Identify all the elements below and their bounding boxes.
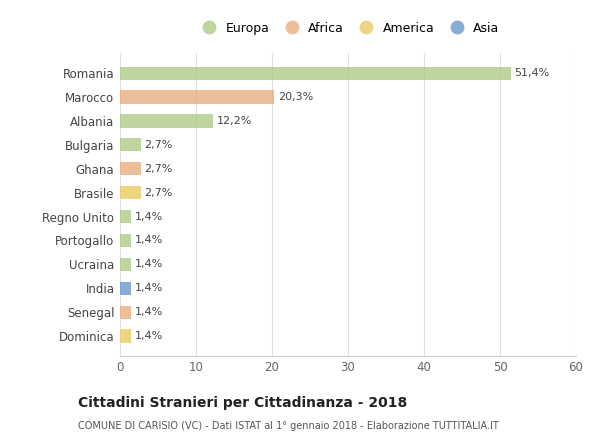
Text: 20,3%: 20,3% (278, 92, 313, 102)
Bar (120, 305, 131, 319)
Bar (120, 138, 140, 151)
Bar (120, 234, 131, 247)
Bar (120, 162, 140, 175)
Bar (120, 66, 511, 80)
Text: Cittadini Stranieri per Cittadinanza - 2018: Cittadini Stranieri per Cittadinanza - 2… (78, 396, 407, 410)
Bar (120, 91, 274, 104)
Text: 2,7%: 2,7% (145, 140, 173, 150)
Bar (120, 282, 131, 295)
Text: 12,2%: 12,2% (217, 116, 252, 126)
Text: 1,4%: 1,4% (134, 283, 163, 293)
Bar (120, 258, 131, 271)
Bar (120, 330, 131, 343)
Text: 1,4%: 1,4% (134, 235, 163, 246)
Text: 1,4%: 1,4% (134, 212, 163, 222)
Bar (120, 114, 213, 128)
Text: 2,7%: 2,7% (145, 187, 173, 198)
Text: COMUNE DI CARISIO (VC) - Dati ISTAT al 1° gennaio 2018 - Elaborazione TUTTITALIA: COMUNE DI CARISIO (VC) - Dati ISTAT al 1… (78, 421, 499, 431)
Text: 1,4%: 1,4% (134, 259, 163, 269)
Text: 2,7%: 2,7% (145, 164, 173, 174)
Legend: Europa, Africa, America, Asia: Europa, Africa, America, Asia (191, 17, 505, 40)
Text: 51,4%: 51,4% (514, 68, 550, 78)
Text: 1,4%: 1,4% (134, 331, 163, 341)
Bar (120, 210, 131, 223)
Bar (120, 186, 140, 199)
Text: 1,4%: 1,4% (134, 307, 163, 317)
